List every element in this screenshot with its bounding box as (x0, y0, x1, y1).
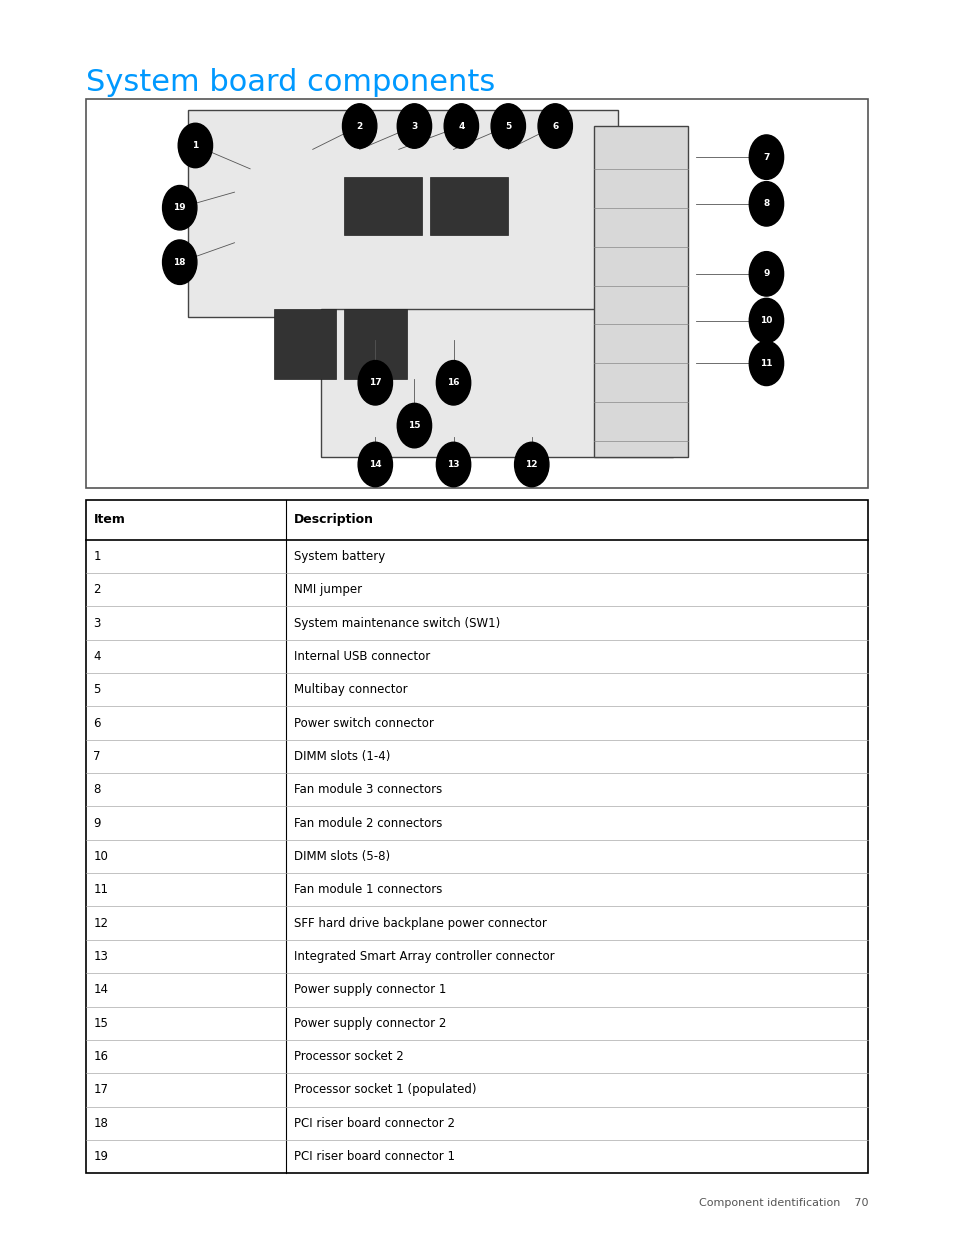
Text: Internal USB connector: Internal USB connector (294, 650, 430, 663)
Text: 9: 9 (762, 269, 769, 278)
Text: Fan module 2 connectors: Fan module 2 connectors (294, 816, 442, 830)
Text: Power supply connector 2: Power supply connector 2 (294, 1016, 446, 1030)
Circle shape (748, 182, 782, 226)
Bar (86, 500, 867, 1173)
Text: Multibay connector: Multibay connector (294, 683, 407, 697)
Text: System battery: System battery (294, 550, 385, 563)
Text: 1: 1 (93, 550, 101, 563)
Text: 11: 11 (93, 883, 109, 897)
Text: 13: 13 (447, 459, 459, 469)
Text: 6: 6 (552, 121, 558, 131)
Text: System maintenance switch (SW1): System maintenance switch (SW1) (294, 616, 499, 630)
Text: Processor socket 2: Processor socket 2 (294, 1050, 403, 1063)
Text: 3: 3 (411, 121, 417, 131)
Bar (344, 309, 406, 379)
Text: 13: 13 (93, 950, 109, 963)
Circle shape (396, 404, 431, 448)
Text: 10: 10 (760, 316, 772, 325)
Bar (320, 309, 672, 457)
Text: 2: 2 (356, 121, 362, 131)
Text: 14: 14 (369, 459, 381, 469)
Text: DIMM slots (5-8): DIMM slots (5-8) (294, 850, 390, 863)
Circle shape (748, 135, 782, 179)
Circle shape (514, 442, 548, 487)
Text: 8: 8 (762, 199, 769, 209)
Text: NMI jumper: NMI jumper (294, 583, 361, 597)
Text: System board components: System board components (86, 68, 495, 96)
Text: 10: 10 (93, 850, 109, 863)
Text: 7: 7 (762, 153, 769, 162)
Text: 19: 19 (173, 204, 186, 212)
Text: 12: 12 (525, 459, 537, 469)
Text: Integrated Smart Array controller connector: Integrated Smart Array controller connec… (294, 950, 554, 963)
Bar (188, 110, 618, 316)
Text: Power supply connector 1: Power supply connector 1 (294, 983, 446, 997)
Text: 16: 16 (93, 1050, 109, 1063)
Text: 5: 5 (93, 683, 101, 697)
Circle shape (357, 361, 392, 405)
Text: Description: Description (294, 514, 374, 526)
Text: Fan module 1 connectors: Fan module 1 connectors (294, 883, 442, 897)
Text: 1: 1 (193, 141, 198, 149)
Text: 19: 19 (93, 1150, 109, 1163)
Text: 6: 6 (93, 716, 101, 730)
Circle shape (491, 104, 525, 148)
Text: PCI riser board connector 1: PCI riser board connector 1 (294, 1150, 455, 1163)
Text: 2: 2 (93, 583, 101, 597)
Text: 18: 18 (93, 1116, 109, 1130)
Text: Power switch connector: Power switch connector (294, 716, 434, 730)
Text: 11: 11 (760, 359, 772, 368)
Circle shape (162, 185, 196, 230)
Bar (344, 177, 422, 235)
Circle shape (748, 252, 782, 296)
Text: PCI riser board connector 2: PCI riser board connector 2 (294, 1116, 455, 1130)
Text: Item: Item (93, 514, 125, 526)
Text: 17: 17 (93, 1083, 109, 1097)
Text: 9: 9 (93, 816, 101, 830)
Circle shape (436, 442, 470, 487)
Text: 18: 18 (173, 258, 186, 267)
Text: 3: 3 (93, 616, 101, 630)
Text: SFF hard drive backplane power connector: SFF hard drive backplane power connector (294, 916, 546, 930)
Text: 15: 15 (93, 1016, 109, 1030)
Circle shape (357, 442, 392, 487)
Circle shape (444, 104, 478, 148)
Text: 4: 4 (93, 650, 101, 663)
Text: 8: 8 (93, 783, 101, 797)
Text: 7: 7 (93, 750, 101, 763)
Text: Processor socket 1 (populated): Processor socket 1 (populated) (294, 1083, 476, 1097)
Text: 17: 17 (369, 378, 381, 388)
Text: 12: 12 (93, 916, 109, 930)
Circle shape (178, 124, 213, 168)
Circle shape (748, 299, 782, 343)
Text: Component identification    70: Component identification 70 (698, 1198, 867, 1208)
Text: 5: 5 (505, 121, 511, 131)
Text: 16: 16 (447, 378, 459, 388)
Text: 14: 14 (93, 983, 109, 997)
Circle shape (396, 104, 431, 148)
Text: 15: 15 (408, 421, 420, 430)
Text: Fan module 3 connectors: Fan module 3 connectors (294, 783, 441, 797)
Bar (86, 99, 867, 488)
Bar (274, 309, 335, 379)
Text: DIMM slots (1-4): DIMM slots (1-4) (294, 750, 390, 763)
Circle shape (162, 240, 196, 284)
Bar (430, 177, 508, 235)
Bar (594, 126, 687, 457)
Text: 4: 4 (457, 121, 464, 131)
Circle shape (342, 104, 376, 148)
Circle shape (748, 341, 782, 385)
Circle shape (436, 361, 470, 405)
Circle shape (537, 104, 572, 148)
